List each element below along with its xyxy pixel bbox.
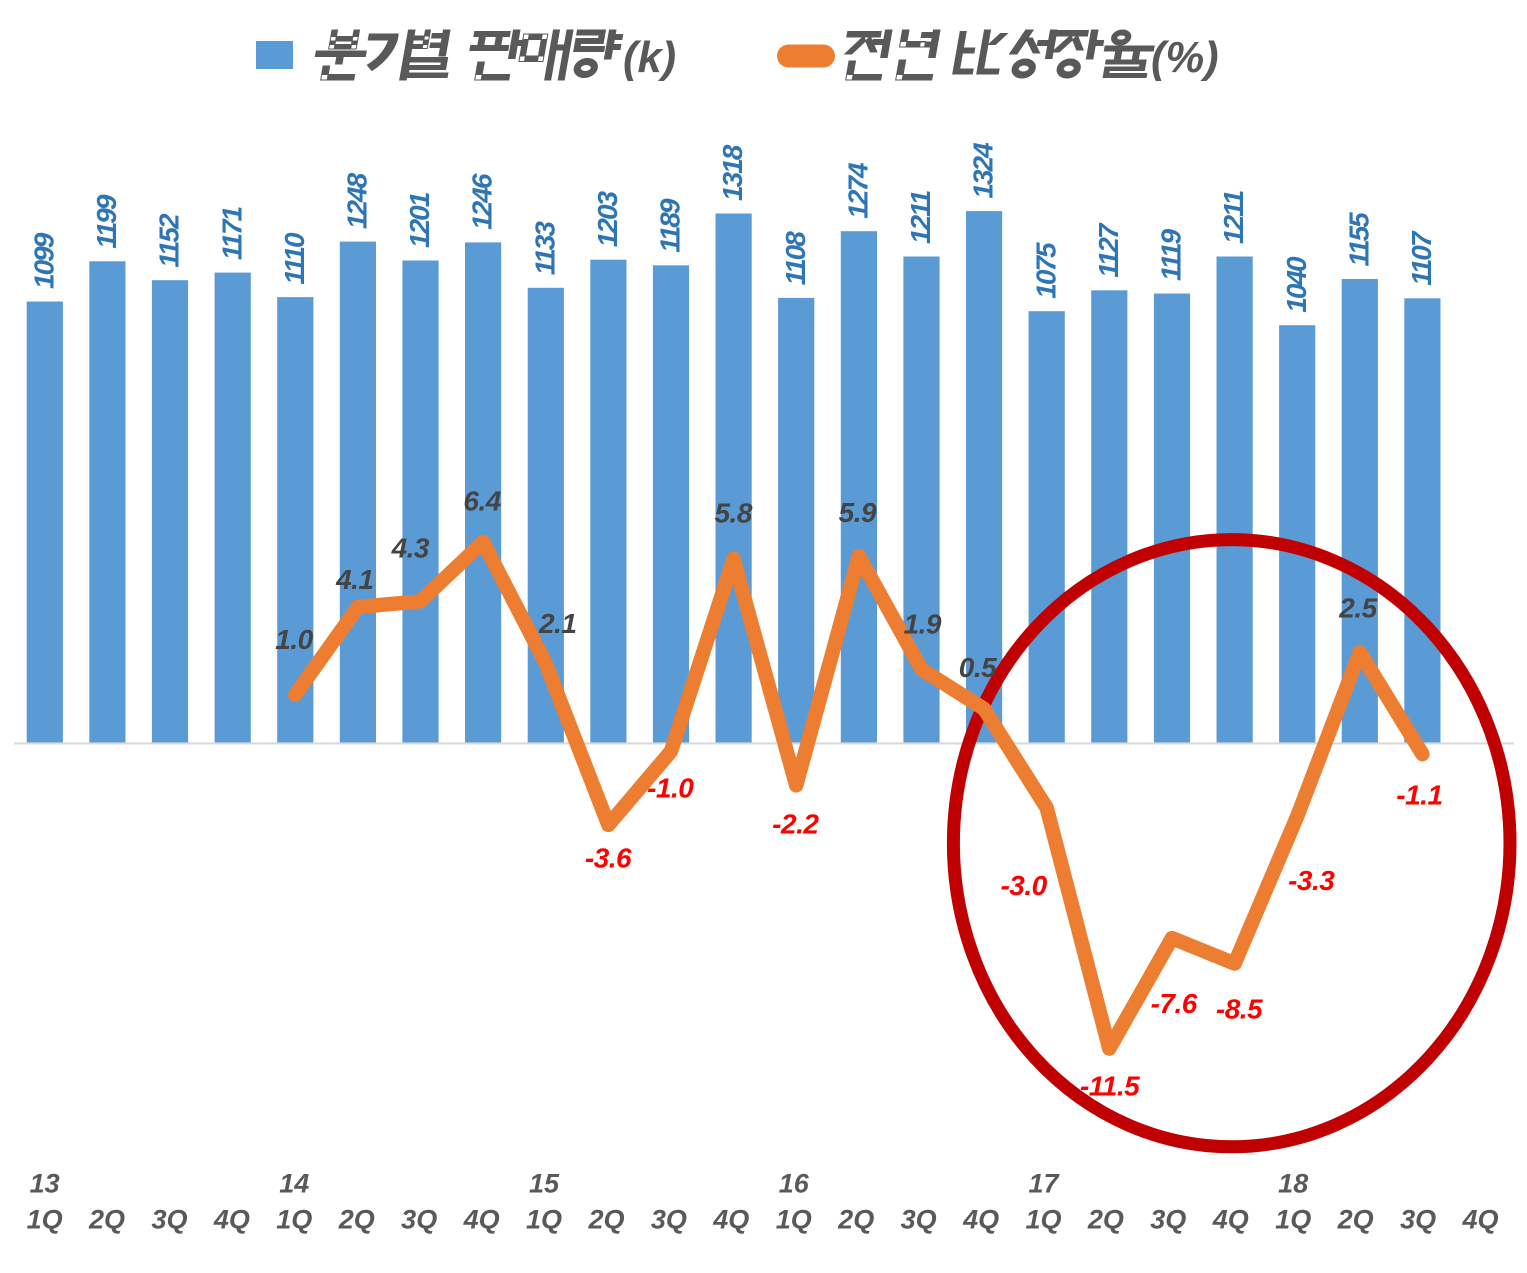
svg-text:1Q: 1Q — [1275, 1204, 1311, 1234]
svg-text:1211: 1211 — [1218, 190, 1249, 244]
svg-text:4Q: 4Q — [1212, 1204, 1249, 1234]
svg-text:(%): (%) — [1151, 34, 1219, 82]
svg-text:4Q: 4Q — [213, 1204, 250, 1234]
svg-text:4Q: 4Q — [463, 1204, 500, 1234]
svg-text:1Q: 1Q — [776, 1204, 812, 1234]
svg-text:3Q: 3Q — [651, 1204, 687, 1234]
svg-text:-2.2: -2.2 — [772, 808, 819, 839]
svg-text:-11.5: -11.5 — [1080, 1071, 1140, 1102]
svg-text:18: 18 — [1278, 1169, 1308, 1199]
svg-text:-1.0: -1.0 — [647, 772, 694, 803]
svg-text:6.4: 6.4 — [463, 486, 501, 517]
svg-text:1Q: 1Q — [276, 1204, 312, 1234]
svg-text:-3.0: -3.0 — [1000, 870, 1047, 901]
svg-text:3Q: 3Q — [151, 1204, 187, 1234]
svg-text:1.9: 1.9 — [904, 609, 942, 640]
svg-text:1127: 1127 — [1093, 222, 1124, 278]
svg-text:1201: 1201 — [404, 192, 435, 248]
svg-text:1211: 1211 — [905, 190, 936, 244]
svg-text:2Q: 2Q — [837, 1204, 874, 1234]
svg-text:1Q: 1Q — [1025, 1204, 1061, 1234]
svg-text:1274: 1274 — [843, 162, 874, 219]
svg-text:1171: 1171 — [216, 206, 247, 260]
svg-text:-7.6: -7.6 — [1151, 988, 1198, 1019]
svg-text:1040: 1040 — [1281, 256, 1312, 313]
svg-text:1248: 1248 — [342, 172, 373, 229]
svg-text:15: 15 — [529, 1169, 560, 1199]
svg-text:1108: 1108 — [780, 231, 811, 286]
svg-text:17: 17 — [1028, 1169, 1060, 1199]
svg-text:5.9: 5.9 — [839, 497, 877, 528]
svg-text:2.5: 2.5 — [1338, 593, 1377, 624]
svg-text:2.1: 2.1 — [538, 608, 576, 639]
svg-text:2Q: 2Q — [88, 1204, 125, 1234]
svg-text:1199: 1199 — [91, 194, 122, 249]
svg-text:4.1: 4.1 — [335, 564, 373, 595]
svg-text:-1.1: -1.1 — [1396, 780, 1442, 811]
svg-text:14: 14 — [279, 1169, 309, 1199]
svg-text:1.0: 1.0 — [275, 624, 313, 655]
svg-text:1324: 1324 — [968, 142, 999, 199]
svg-text:3Q: 3Q — [401, 1204, 437, 1234]
svg-text:1075: 1075 — [1030, 242, 1061, 299]
svg-text:1Q: 1Q — [526, 1204, 562, 1234]
svg-text:3Q: 3Q — [1150, 1204, 1186, 1234]
svg-text:1133: 1133 — [529, 221, 560, 276]
svg-text:4Q: 4Q — [712, 1204, 749, 1234]
svg-text:-3.6: -3.6 — [585, 843, 632, 874]
svg-text:1246: 1246 — [467, 173, 498, 230]
svg-text:0.5: 0.5 — [959, 652, 997, 683]
svg-text:3Q: 3Q — [1400, 1204, 1436, 1234]
svg-text:1110: 1110 — [279, 232, 310, 285]
svg-text:-3.3: -3.3 — [1288, 865, 1335, 896]
svg-text:13: 13 — [30, 1169, 60, 1199]
svg-text:16: 16 — [779, 1169, 810, 1199]
svg-text:1203: 1203 — [592, 190, 623, 247]
svg-text:2Q: 2Q — [1337, 1204, 1374, 1234]
svg-text:-8.5: -8.5 — [1216, 993, 1263, 1024]
svg-text:(k): (k) — [623, 34, 676, 82]
svg-text:1119: 1119 — [1156, 228, 1187, 281]
svg-text:4Q: 4Q — [1461, 1204, 1498, 1234]
svg-text:1152: 1152 — [154, 213, 185, 268]
svg-text:5.8: 5.8 — [714, 498, 752, 529]
svg-text:4Q: 4Q — [962, 1204, 999, 1234]
svg-text:2Q: 2Q — [338, 1204, 375, 1234]
svg-text:1189: 1189 — [655, 198, 686, 253]
svg-text:1099: 1099 — [28, 232, 59, 289]
svg-text:1318: 1318 — [717, 144, 748, 201]
svg-text:2Q: 2Q — [1087, 1204, 1124, 1234]
svg-text:1155: 1155 — [1343, 212, 1374, 267]
svg-text:1107: 1107 — [1406, 230, 1437, 286]
svg-text:4.3: 4.3 — [391, 533, 430, 564]
svg-text:3Q: 3Q — [901, 1204, 937, 1234]
svg-text:2Q: 2Q — [587, 1204, 624, 1234]
svg-text:1Q: 1Q — [27, 1204, 63, 1234]
